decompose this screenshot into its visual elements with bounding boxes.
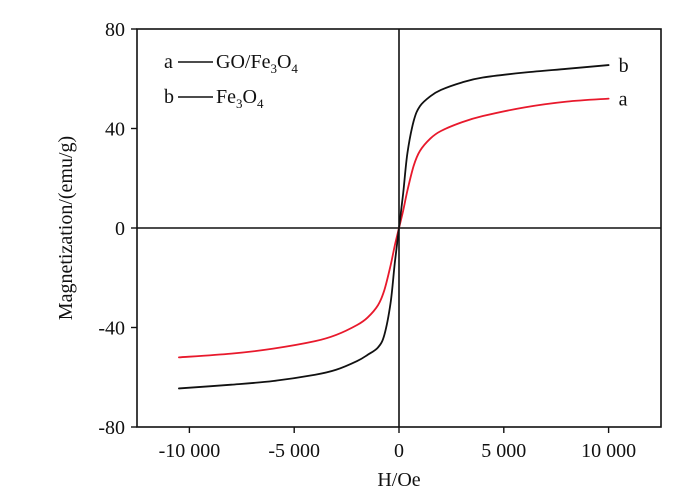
curve-end-labels: ab [619,55,629,111]
legend-label-a: GO/Fe3O4 [216,51,298,76]
axis-ticks: -10 000 -5 000 0 5 000 10 000 -80 -40 0 40 80 [98,19,636,462]
y-tick-label: 80 [105,19,125,41]
curve-end-label-b: b [619,55,629,77]
x-tick-label: -5 000 [268,440,320,462]
y-tick-label: 40 [105,119,125,141]
curve-end-label-a: a [619,89,628,111]
y-tick-label: 0 [115,218,125,240]
legend-label-b: Fe3O4 [216,86,264,111]
legend: a GO/Fe3O4 b Fe3O4 [164,51,298,111]
x-axis-title: H/Oe [377,469,420,491]
legend-entry-a: a GO/Fe3O4 [164,51,298,76]
legend-key-b: b [164,86,174,108]
curve-b [178,64,610,390]
y-axis-title: Magnetization/(emu/g) [55,136,77,320]
legend-entry-b: b Fe3O4 [164,86,264,111]
x-tick-label: 10 000 [581,440,636,462]
curves [178,64,610,390]
y-tick-label: -80 [98,417,125,439]
x-tick-label: -10 000 [159,440,221,462]
y-tick-label: -40 [98,318,125,340]
legend-key-a: a [164,51,173,73]
x-tick-label: 0 [394,440,404,462]
x-tick-label: 5 000 [481,440,526,462]
